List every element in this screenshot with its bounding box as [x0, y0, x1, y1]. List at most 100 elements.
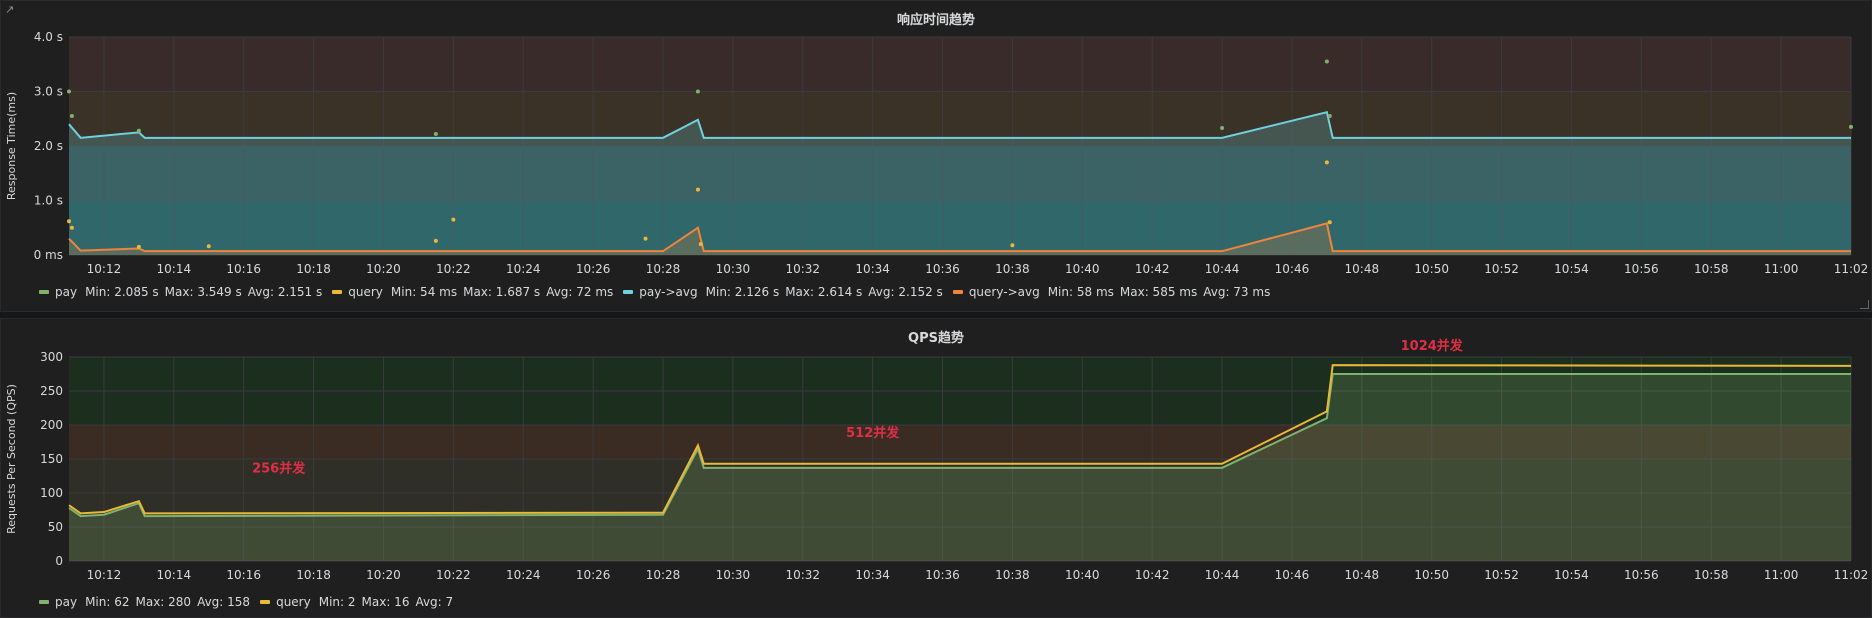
panel-title: QPS趋势: [908, 331, 964, 346]
x-tick-label: 10:14: [157, 568, 192, 582]
data-point: [695, 187, 700, 192]
series-area: [69, 374, 1851, 561]
data-point: [695, 89, 700, 94]
data-point: [1324, 160, 1329, 165]
legend-swatch-icon: [39, 289, 49, 294]
annotation-label: 256并发: [252, 461, 306, 477]
legend-stat: Min: 2.085 s: [85, 285, 159, 299]
legend-series-name: query: [348, 285, 383, 299]
x-tick-label: 10:30: [716, 568, 751, 582]
x-tick-label: 10:58: [1694, 568, 1729, 582]
legend-stat: Max: 1.687 s: [463, 285, 541, 299]
x-tick-label: 10:52: [1484, 568, 1519, 582]
legend-stat: Max: 16: [361, 595, 410, 609]
x-tick-label: 10:40: [1065, 568, 1100, 582]
legend-series-name: pay: [55, 285, 78, 299]
legend-series-name: query: [276, 595, 311, 609]
legend-swatch-icon: [332, 289, 343, 294]
data-point: [206, 244, 211, 249]
legend-item[interactable]: pay Min: 2.085 s Max: 3.549 s Avg: 2.151 s: [39, 285, 322, 299]
external-link-icon[interactable]: ↗: [5, 3, 15, 16]
legend-series-name: pay: [55, 595, 78, 609]
legend-stat: Max: 3.549 s: [164, 285, 242, 299]
x-tick-label: 10:32: [785, 262, 820, 276]
x-tick-label: 11:02: [1834, 262, 1869, 276]
legend-swatch-icon: [952, 289, 963, 294]
x-tick-label: 10:36: [925, 262, 960, 276]
legend-stat: Max: 280: [135, 595, 192, 609]
y-tick-label: 150: [40, 452, 63, 466]
y-tick-label: 0: [55, 554, 63, 568]
legend-item[interactable]: query Min: 54 ms Max: 1.687 s Avg: 72 ms: [332, 285, 613, 299]
panel-title: 响应时间趋势: [896, 13, 975, 28]
x-tick-label: 10:44: [1205, 568, 1240, 582]
legend-stat: Min: 2: [318, 595, 356, 609]
x-tick-label: 10:12: [87, 568, 122, 582]
y-tick-label: 50: [48, 520, 63, 534]
legend-stat: Min: 2.126 s: [705, 285, 780, 299]
y-tick-label: 2.0 s: [34, 139, 63, 153]
x-tick-label: 10:26: [576, 568, 611, 582]
x-tick-label: 10:22: [436, 262, 471, 276]
x-tick-label: 10:14: [157, 262, 192, 276]
x-tick-label: 10:56: [1624, 568, 1659, 582]
x-tick-label: 10:28: [646, 568, 681, 582]
x-tick-label: 10:50: [1414, 568, 1449, 582]
series-area: [69, 112, 1851, 256]
data-point: [451, 217, 456, 222]
legend-stat: Min: 54 ms: [390, 285, 458, 299]
y-tick-label: 4.0 s: [34, 30, 63, 44]
y-tick-label: 300: [40, 350, 63, 364]
series-line: [68, 222, 1851, 253]
resize-handle-icon[interactable]: [1860, 300, 1869, 309]
x-tick-label: 10:44: [1205, 262, 1240, 276]
legend-stat: Avg: 72 ms: [546, 285, 614, 299]
x-tick-label: 10:38: [995, 568, 1030, 582]
x-tick-label: 10:34: [855, 262, 890, 276]
data-point: [1849, 124, 1853, 129]
data-point: [67, 219, 71, 224]
x-tick-label: 10:46: [1275, 262, 1310, 276]
x-tick-label: 10:46: [1275, 568, 1310, 582]
data-point: [1220, 126, 1225, 131]
x-tick-label: 10:22: [436, 568, 471, 582]
threshold-band: [69, 425, 1851, 459]
legend-stat: Max: 2.614 s: [785, 285, 863, 299]
legend-item[interactable]: query Min: 2 Max: 16 Avg: 7: [260, 595, 453, 609]
x-tick-label: 10:36: [925, 568, 960, 582]
legend-stat: Avg: 2.152 s: [868, 285, 943, 299]
annotation-label: 512并发: [846, 425, 900, 441]
x-tick-label: 10:18: [296, 568, 331, 582]
x-tick-label: 10:50: [1414, 262, 1449, 276]
legend-item[interactable]: pay Min: 62 Max: 280 Avg: 158: [39, 595, 250, 609]
y-tick-label: 100: [40, 486, 63, 500]
data-point: [1010, 243, 1015, 248]
y-tick-label: 250: [40, 384, 63, 398]
threshold-band: [69, 200, 1851, 255]
data-point: [1327, 220, 1332, 225]
threshold-band: [69, 37, 1851, 92]
x-tick-label: 10:40: [1065, 262, 1100, 276]
legend-stat: Avg: 7: [415, 595, 454, 609]
x-tick-label: 10:52: [1484, 262, 1519, 276]
x-tick-label: 10:28: [646, 262, 681, 276]
legend: pay Min: 2.085 s Max: 3.549 s Avg: 2.151 s q…: [39, 285, 1280, 299]
qps-panel: QPS趋势 0 50 100 150 200 250 300 10:12 10:14 10:16 1…: [0, 318, 1872, 618]
data-point: [433, 132, 438, 137]
x-tick-label: 10:30: [716, 262, 751, 276]
data-point: [69, 114, 74, 119]
legend-series-name: pay->avg: [639, 285, 698, 299]
x-tick-label: 10:16: [226, 568, 261, 582]
legend-item[interactable]: pay->avg Min: 2.126 s Max: 2.614 s Avg: 2.1…: [623, 285, 943, 299]
response-time-chart: 0 ms 1.0 s 2.0 s 3.0 s 4.0 s 10:12 10:14 10:16 1…: [5, 30, 1869, 276]
data-point: [643, 236, 648, 241]
legend-stat: Avg: 73 ms: [1203, 285, 1271, 299]
legend-item[interactable]: query->avg Min: 58 ms Max: 585 ms Avg: 73 m…: [952, 285, 1271, 299]
data-point: [67, 89, 71, 94]
x-tick-label: 11:00: [1764, 568, 1799, 582]
legend-stat: Min: 58 ms: [1047, 285, 1114, 299]
legend-stat: Max: 585 ms: [1119, 285, 1198, 299]
x-tick-label: 10:58: [1694, 262, 1729, 276]
annotation-label: 1024并发: [1401, 338, 1464, 354]
data-point: [698, 242, 703, 247]
